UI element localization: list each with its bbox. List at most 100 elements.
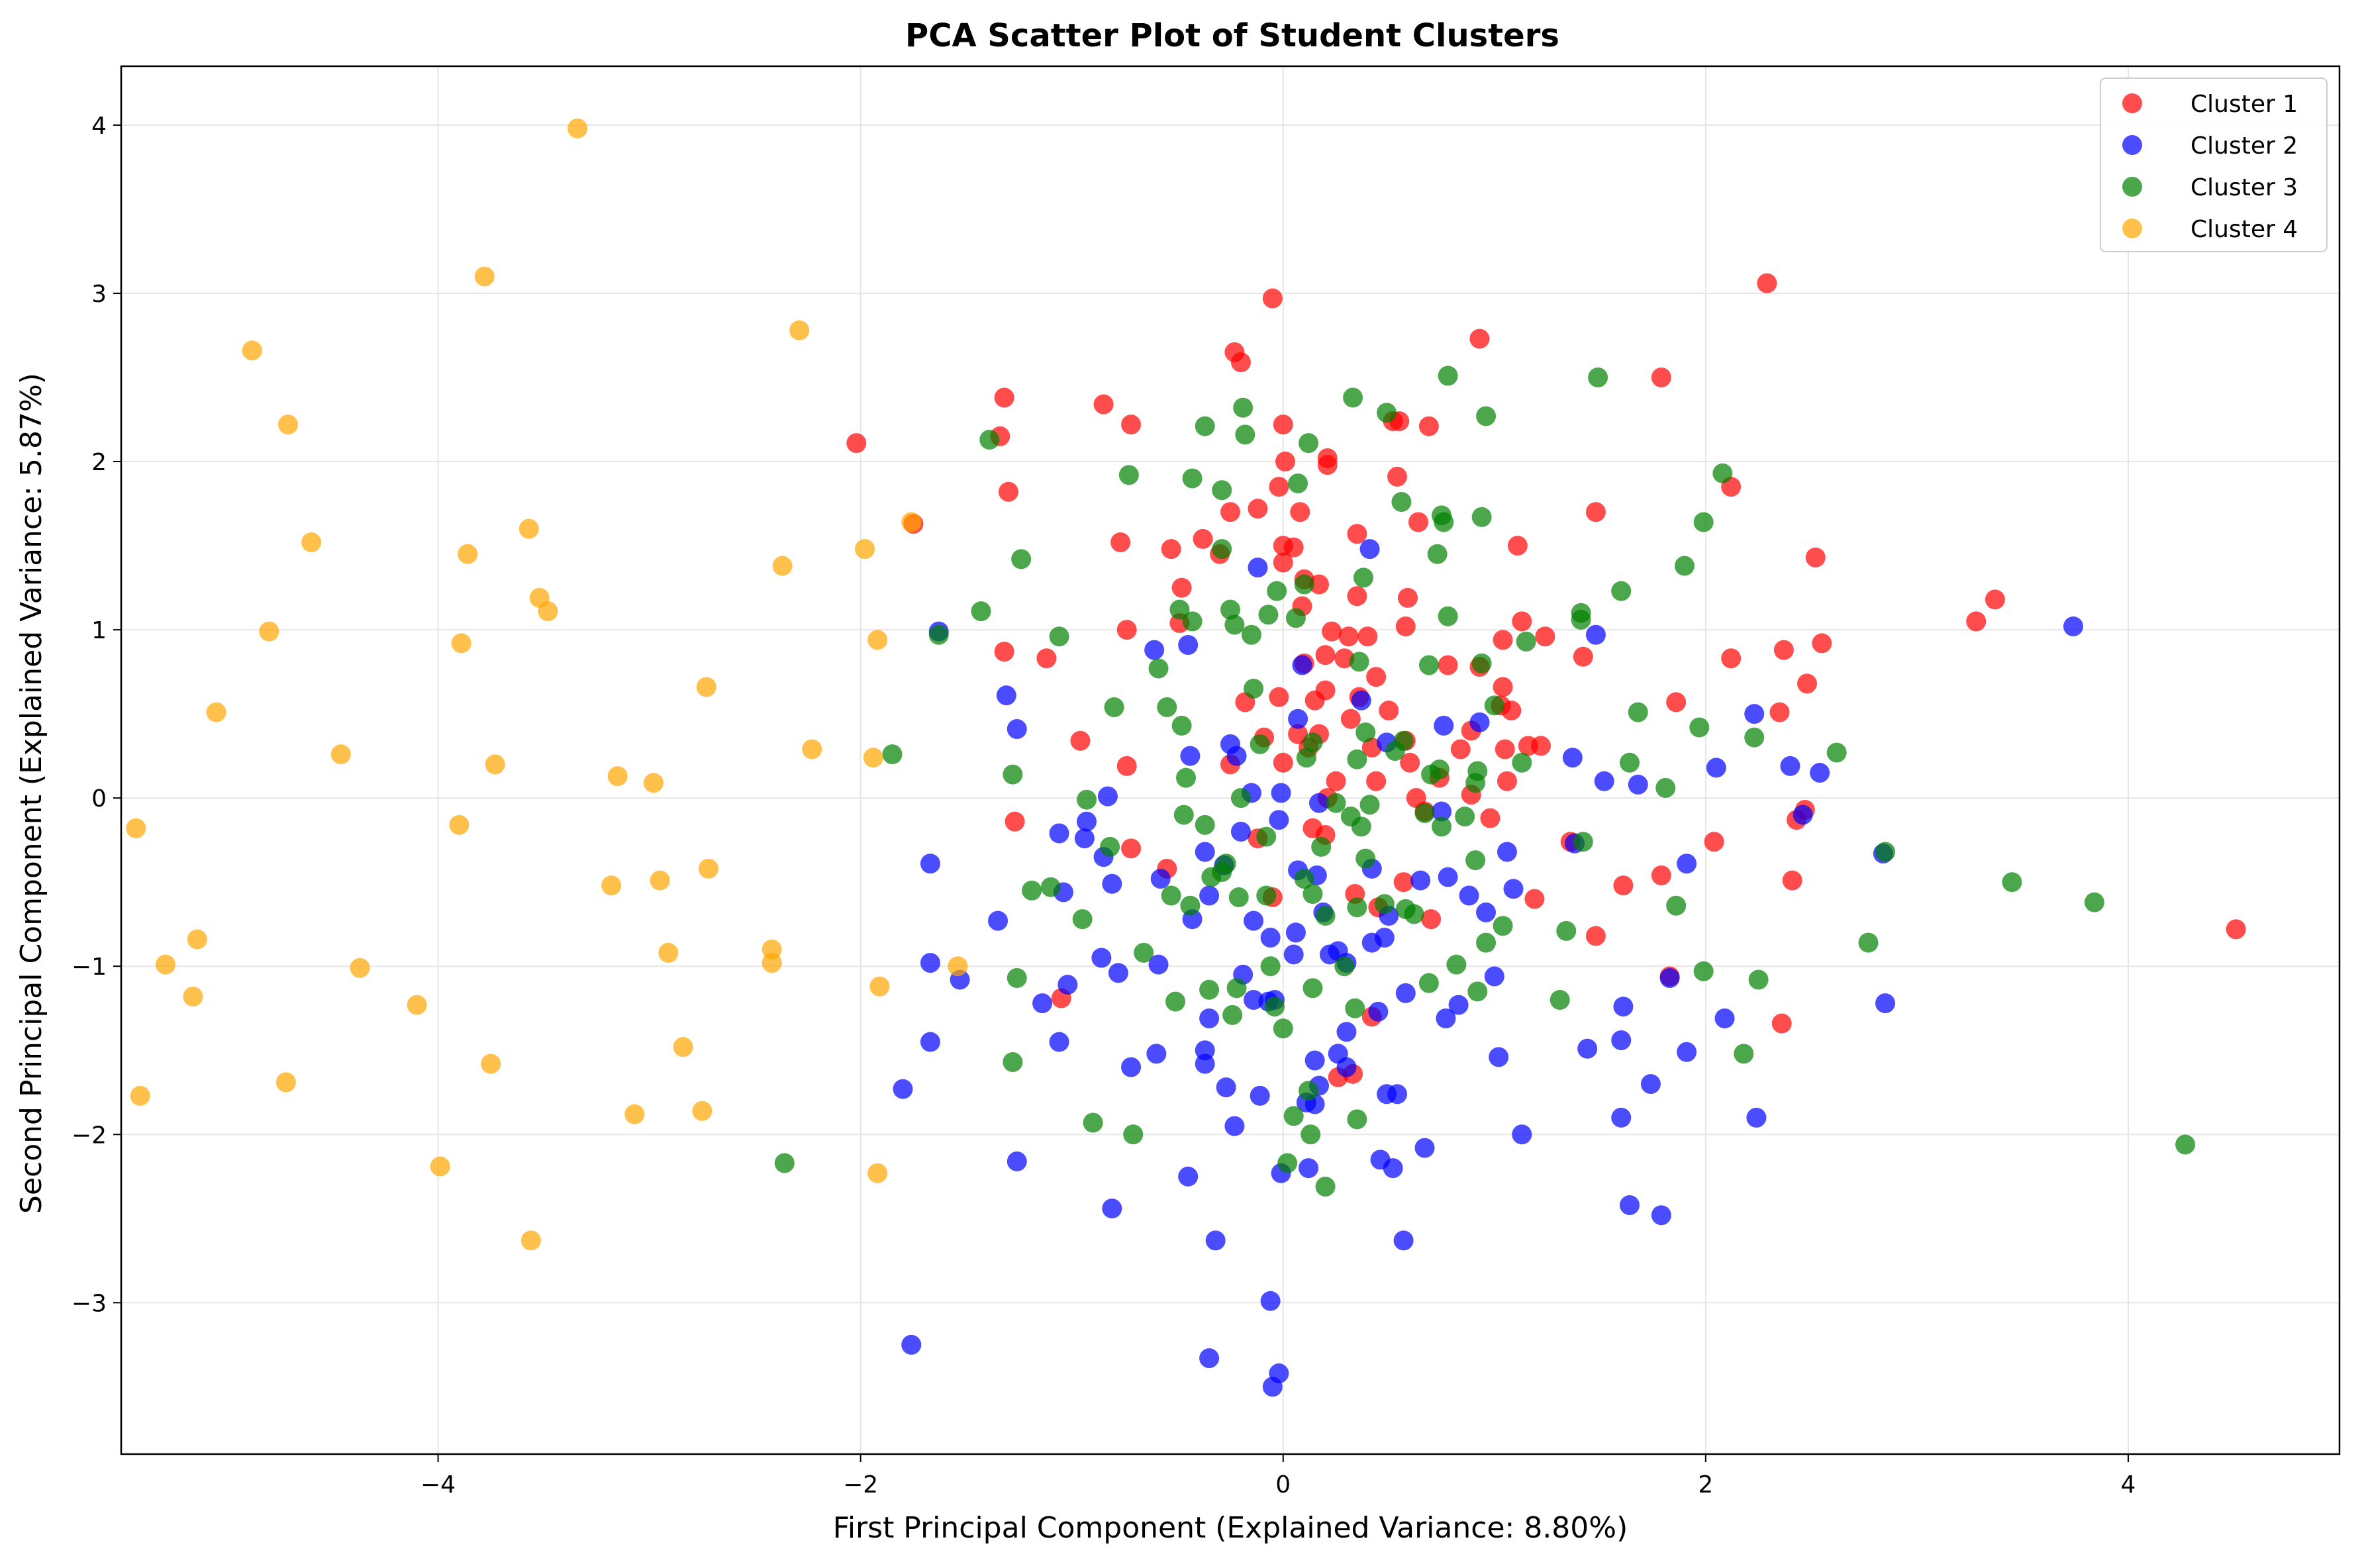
data-point — [1489, 1047, 1509, 1067]
data-point — [1706, 758, 1726, 778]
data-point — [1049, 626, 1069, 647]
data-point — [1230, 788, 1251, 808]
data-point — [774, 1153, 795, 1173]
data-point — [1003, 1052, 1023, 1073]
data-point — [2226, 919, 2246, 940]
data-point — [1007, 718, 1027, 739]
data-point — [1173, 805, 1194, 825]
data-point — [1118, 465, 1139, 485]
data-point — [1195, 1054, 1215, 1074]
data-point — [855, 539, 875, 560]
data-point — [1102, 1199, 1122, 1219]
data-point — [1448, 995, 1469, 1015]
data-point — [1216, 1077, 1236, 1098]
data-point — [2002, 872, 2022, 893]
data-point — [1241, 624, 1261, 645]
data-point — [624, 1104, 645, 1124]
data-point — [1469, 712, 1490, 732]
data-point — [1022, 880, 1042, 901]
data-point — [1620, 752, 1640, 773]
data-point — [1233, 397, 1254, 418]
data-point — [1336, 1057, 1357, 1077]
data-point — [1005, 811, 1025, 832]
data-point — [1199, 1348, 1220, 1369]
data-point — [1497, 842, 1517, 862]
data-point — [1148, 954, 1169, 975]
data-point — [1260, 928, 1281, 948]
data-point — [1450, 739, 1471, 760]
data-point — [920, 854, 940, 874]
data-point — [863, 748, 883, 768]
data-point — [1248, 558, 1268, 578]
data-point — [1353, 567, 1373, 588]
data-point — [1326, 793, 1346, 813]
data-point — [1359, 795, 1380, 815]
data-point — [1465, 850, 1486, 871]
data-point — [1535, 626, 1555, 647]
data-point — [1531, 736, 1551, 756]
legend-label: Cluster 2 — [2190, 132, 2298, 160]
data-point — [1161, 885, 1181, 906]
data-point — [1476, 932, 1497, 953]
data-point — [1512, 752, 1532, 773]
data-point — [1391, 492, 1412, 513]
y-tick-label: −3 — [72, 1290, 107, 1317]
data-point — [1455, 807, 1475, 827]
data-point — [1613, 875, 1634, 896]
data-point — [1121, 1057, 1142, 1077]
data-point — [1368, 1001, 1389, 1022]
data-point — [1303, 883, 1323, 904]
data-point — [1524, 889, 1545, 909]
data-point — [1309, 574, 1329, 595]
data-point — [696, 677, 716, 697]
data-point — [882, 744, 903, 765]
data-point — [1393, 1230, 1414, 1251]
data-point — [1224, 614, 1245, 635]
data-point — [1628, 774, 1648, 795]
data-point — [1315, 906, 1336, 926]
data-point — [1267, 581, 1287, 601]
data-point — [1343, 387, 1363, 408]
data-point — [430, 1156, 450, 1177]
data-point — [1258, 605, 1279, 625]
data-point — [1351, 690, 1371, 710]
y-tick-label: −2 — [72, 1122, 107, 1149]
data-point — [1377, 403, 1397, 423]
data-point — [1256, 826, 1277, 847]
data-point — [1677, 854, 1697, 874]
data-point — [1199, 1008, 1220, 1028]
data-point — [1108, 963, 1128, 983]
data-point — [485, 754, 505, 775]
plot-area-frame — [120, 65, 2341, 1455]
data-point — [1244, 910, 1264, 931]
data-point — [1418, 416, 1439, 436]
data-point — [1315, 645, 1336, 665]
data-point — [1810, 763, 1830, 783]
data-point — [1007, 968, 1027, 989]
data-point — [1782, 870, 1802, 891]
data-point — [1395, 616, 1416, 637]
data-point — [1273, 752, 1293, 773]
data-point — [1414, 803, 1435, 824]
data-point — [1793, 805, 1813, 825]
data-point — [1628, 702, 1648, 722]
data-point — [1121, 838, 1142, 859]
data-point — [1497, 771, 1517, 791]
data-point — [1100, 836, 1120, 857]
data-point — [1379, 701, 1399, 721]
data-point — [1438, 867, 1458, 887]
data-point — [1121, 415, 1142, 435]
data-point — [1693, 961, 1714, 981]
data-point — [1414, 1138, 1435, 1158]
data-point — [1262, 288, 1283, 309]
x-tick-label: 4 — [2120, 1471, 2136, 1498]
data-point — [1507, 536, 1528, 556]
data-point — [1303, 732, 1323, 753]
data-point — [920, 1032, 940, 1052]
data-point — [1285, 608, 1306, 628]
data-point — [1277, 1153, 1298, 1173]
data-point — [1182, 468, 1203, 489]
data-point — [1573, 646, 1593, 667]
data-point — [1072, 909, 1093, 930]
data-point — [1292, 655, 1312, 675]
